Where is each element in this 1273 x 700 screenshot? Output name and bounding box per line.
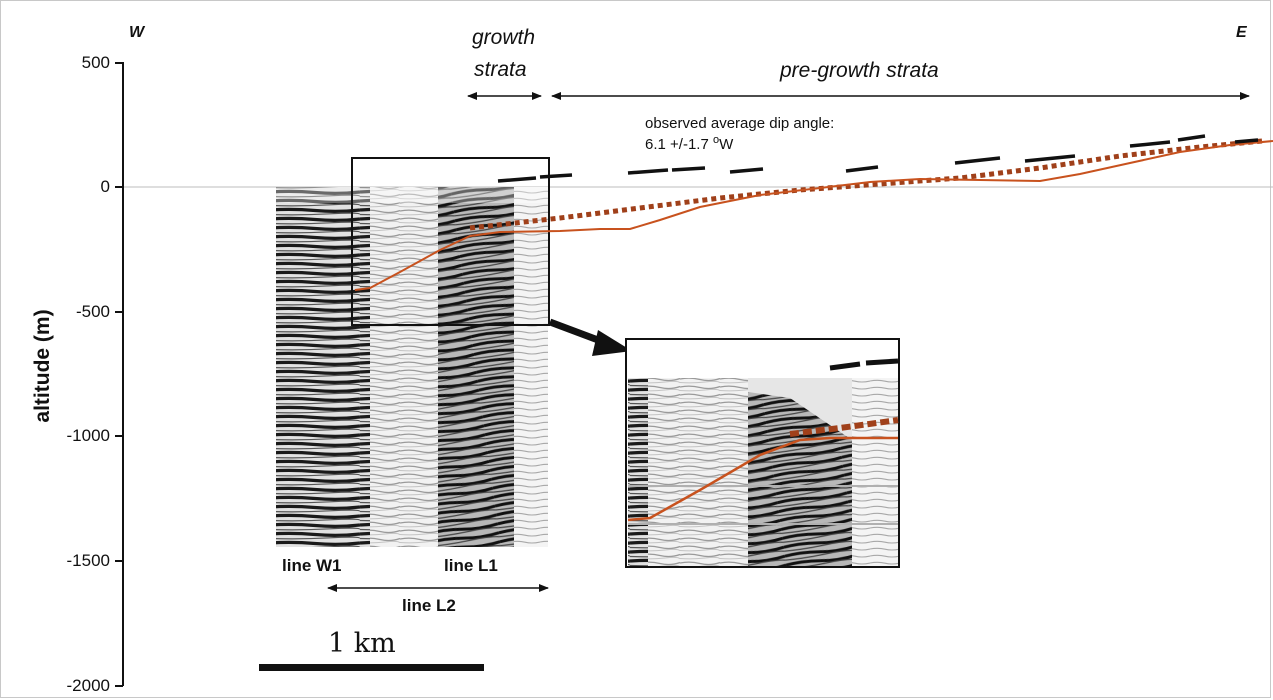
pregrowth-label: pre-growth strata — [780, 59, 939, 82]
dip-direction: W — [719, 136, 734, 153]
east-label: E — [1236, 24, 1247, 41]
zoom-arrow — [548, 318, 632, 356]
inset-surface-profile — [627, 436, 898, 522]
seismic-strip-light — [370, 187, 438, 547]
growth-label-line1: growth — [472, 26, 536, 49]
line-l2-label: line L2 — [402, 596, 456, 615]
dip-angle-value: 6.1 +/-1.7 oW — [645, 134, 733, 153]
seismic-strip-w1 — [276, 187, 370, 547]
scale-bar — [259, 664, 484, 671]
y-axis — [115, 62, 124, 687]
y-tick-label: -500 — [75, 302, 110, 321]
degree-symbol: o — [712, 134, 720, 146]
projected-horizon — [469, 138, 1263, 231]
growth-label-line2: strata — [474, 58, 527, 81]
y-tick-label: -1500 — [66, 551, 110, 570]
y-tick-label: -2000 — [66, 676, 110, 695]
dip-value-text: 6.1 +/-1.7 — [645, 136, 713, 153]
y-tick-label: 0 — [100, 177, 110, 196]
y-tick-label: -1000 — [66, 426, 110, 445]
west-label: W — [129, 24, 145, 41]
y-tick-label: 500 — [81, 53, 110, 72]
inset-projected-horizon — [789, 417, 899, 437]
line-l1-label: line L1 — [444, 556, 498, 575]
inset-panel — [625, 338, 900, 568]
surface-profile — [354, 140, 1273, 291]
y-axis-label: altitude (m) — [31, 309, 54, 423]
scale-bar-label: 1 km — [328, 628, 396, 659]
bedding-dip-dashes — [497, 134, 1259, 183]
seismic-section — [276, 187, 548, 547]
seismic-strip-l1 — [438, 187, 514, 547]
zoom-box — [351, 157, 550, 326]
seismic-strip-edge — [514, 187, 548, 547]
line-w1-label: line W1 — [282, 556, 342, 575]
dip-angle-label: observed average dip angle: — [645, 115, 835, 132]
